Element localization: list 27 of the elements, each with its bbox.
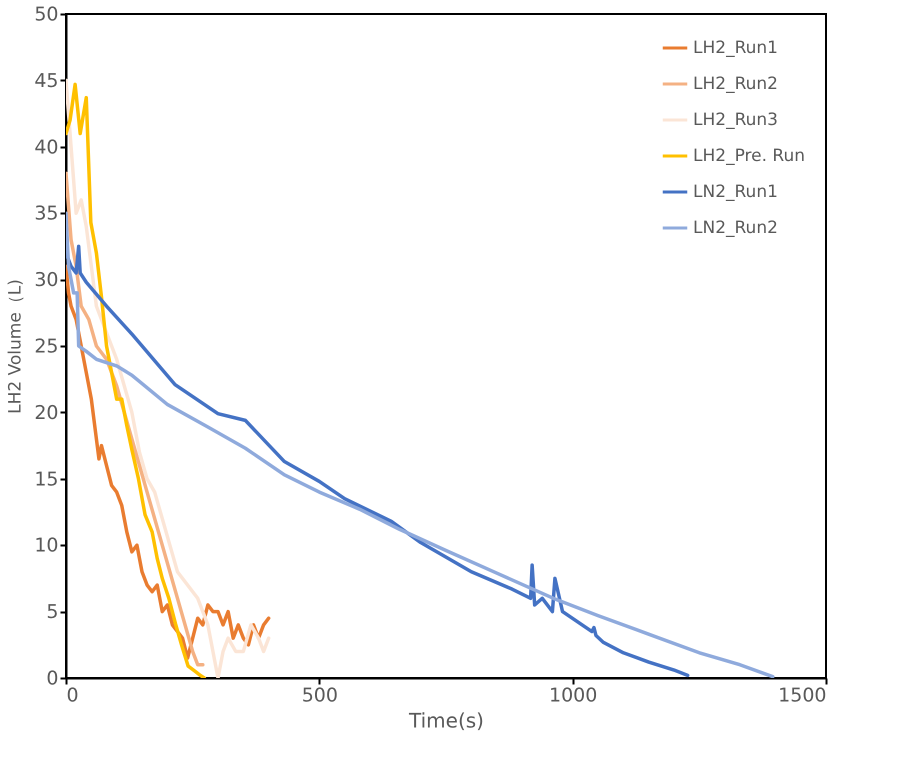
y-tick-label: 10	[34, 534, 58, 557]
line-series	[66, 244, 690, 678]
y-tick-label: 20	[34, 402, 58, 424]
line-series	[66, 82, 206, 678]
line-series	[66, 211, 775, 678]
y-tick-label: 45	[34, 70, 58, 92]
line-series	[66, 78, 270, 678]
y-tick-label: 35	[34, 202, 58, 225]
legend-label: LH2_Run3	[693, 110, 778, 130]
y-tick-label: 25	[34, 336, 58, 358]
y-tick-label: 30	[34, 269, 58, 292]
y-tick-label: 5	[46, 601, 58, 624]
x-tick-label: 0	[66, 684, 79, 706]
y-tick-label: 0	[46, 668, 58, 690]
legend-label: LH2_Run1	[693, 38, 778, 58]
y-tick-label: 50	[34, 4, 58, 26]
x-tick-label: 1000	[548, 684, 598, 706]
legend-label: LN2_Run1	[693, 182, 778, 202]
legend-label: LN2_Run2	[693, 218, 778, 238]
legend-label: LH2_Run2	[693, 74, 778, 94]
y-tick-label: 40	[34, 136, 58, 158]
y-tick-label: 15	[34, 468, 58, 490]
x-axis-title: Time(s)	[408, 708, 484, 732]
y-axis-title: LH2 Volume（L)	[5, 279, 26, 414]
x-tick-label: 1500	[778, 684, 826, 706]
x-tick-label: 500	[302, 684, 338, 706]
legend-label: LH2_Pre. Run	[693, 146, 806, 166]
